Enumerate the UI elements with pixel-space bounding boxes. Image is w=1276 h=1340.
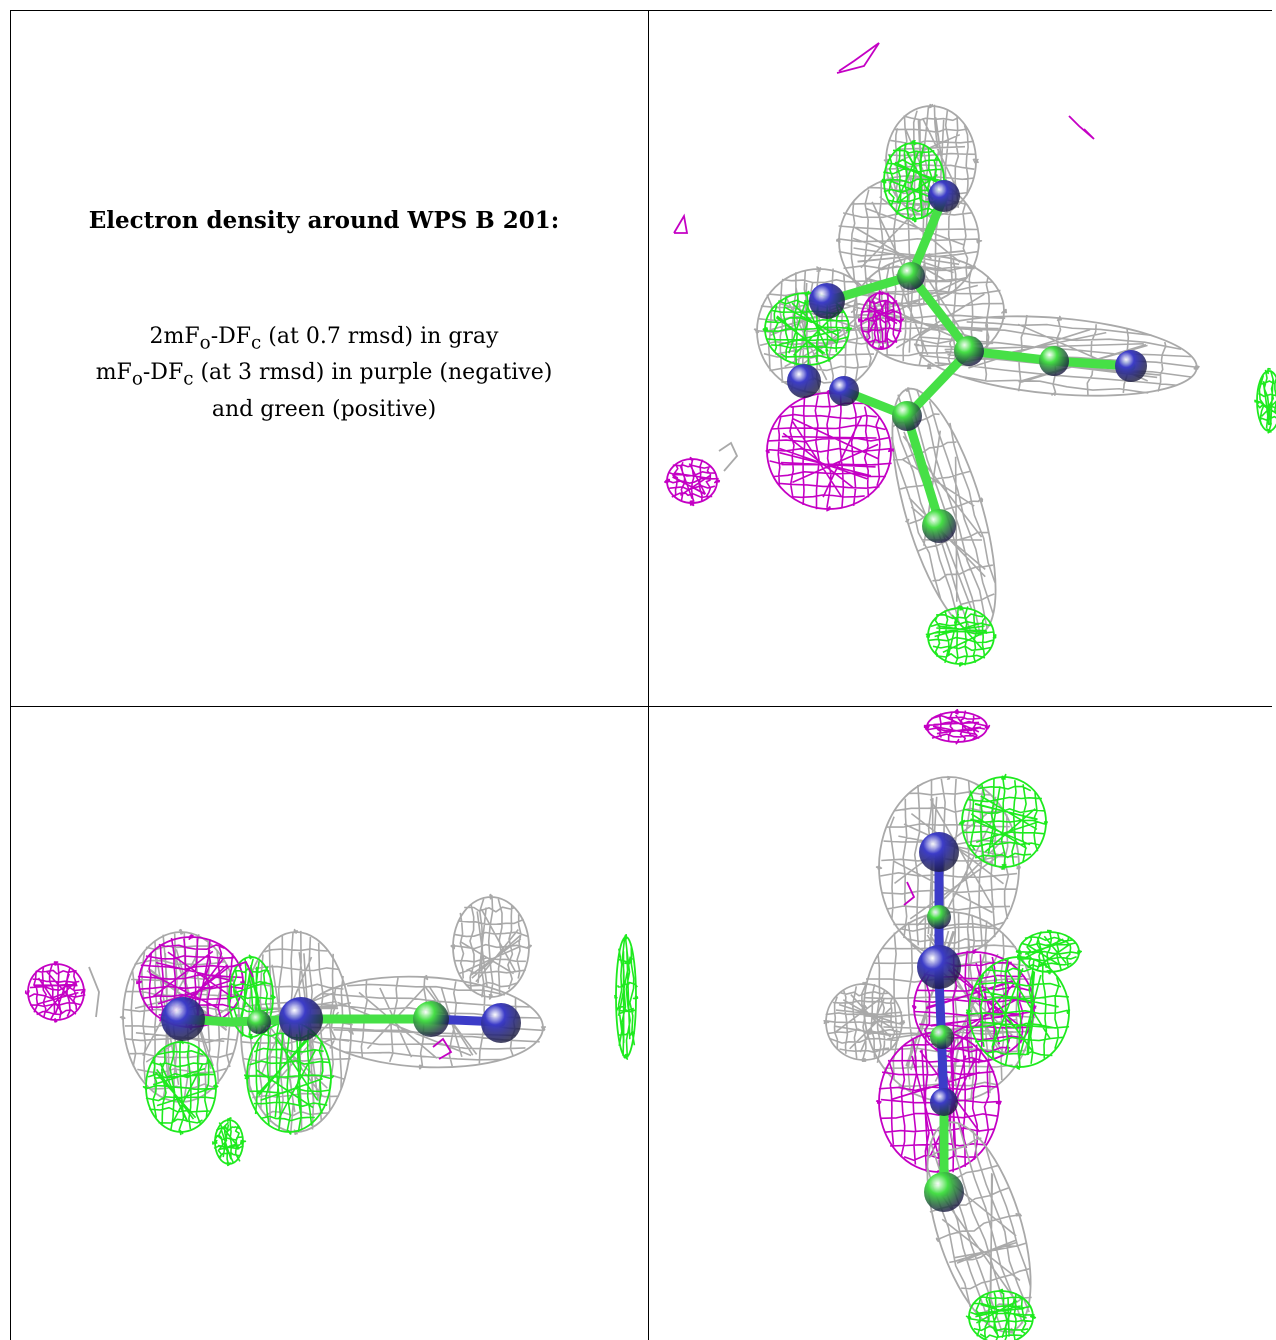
- neg-density-fragment: [1068, 115, 1095, 140]
- neg-density-fragment: [673, 213, 689, 234]
- view-top-right: [649, 11, 1276, 706]
- pos-density-mesh: [925, 605, 997, 667]
- carbon-atom: [413, 1001, 449, 1037]
- neg-density-fragment: [432, 1037, 453, 1060]
- map-2fofc-mesh: [861, 909, 1037, 1106]
- neg-density-fragment: [230, 960, 254, 978]
- caption-legend: 2mFo-DFc (at 0.7 rmsd) in gray mFo-DFc (…: [0, 322, 648, 425]
- nitrogen-atom: [919, 832, 959, 872]
- neg-density-fragment: [836, 42, 880, 74]
- caption-line-colors: and green (positive): [211, 396, 437, 422]
- view-bottom-left: [11, 707, 648, 1340]
- carbon-atom: [897, 262, 925, 290]
- table-border-top: [10, 10, 1272, 11]
- neg-density-mesh: [857, 290, 905, 351]
- pos-density-mesh: [958, 773, 1049, 870]
- carbon-atom: [927, 905, 951, 929]
- map-2fofc-fragment: [88, 966, 100, 1018]
- molecule-view-bottom-right: [823, 708, 1082, 1340]
- molecule-view-bottom-left: [24, 893, 639, 1167]
- pos-density-mesh: [142, 1039, 219, 1136]
- pos-density-mesh: [614, 934, 639, 1060]
- carbon-atom: [892, 401, 922, 431]
- neg-density-mesh: [664, 456, 721, 507]
- caption-line-fofc: mFo-DFc (at 3 rmsd) in purple (negative): [95, 360, 553, 390]
- nitrogen-atom: [829, 376, 859, 406]
- map-2fofc-mesh: [913, 314, 1200, 397]
- neg-density-fragment: [903, 881, 916, 906]
- nitrogen-atom: [809, 283, 845, 319]
- neg-density-mesh: [923, 708, 991, 745]
- pos-density-mesh: [965, 1288, 1037, 1340]
- neg-density-mesh: [765, 389, 895, 512]
- nitrogen-atom: [928, 180, 960, 212]
- bond: [906, 271, 974, 356]
- pos-density-mesh: [212, 1117, 247, 1167]
- nitrogen-atom: [161, 997, 205, 1041]
- map-2fofc-mesh: [450, 893, 532, 1000]
- caption-cell: Electron density around WPS B 201: 2mFo-…: [0, 0, 648, 706]
- carbon-atom: [924, 1172, 964, 1212]
- pos-density-mesh: [1015, 929, 1082, 975]
- pos-density-mesh: [1254, 367, 1276, 434]
- neg-density-mesh: [24, 961, 86, 1023]
- bond: [902, 411, 944, 526]
- carbon-atom: [954, 336, 984, 366]
- view-bottom-right: [649, 707, 1276, 1340]
- carbon-atom: [247, 1010, 271, 1034]
- carbon-atom: [930, 1025, 954, 1049]
- nitrogen-atom: [917, 945, 961, 989]
- pos-density-mesh: [226, 954, 276, 1040]
- table-border-middle-vertical: [648, 10, 649, 1340]
- caption-title: Electron density around WPS B 201:: [88, 207, 560, 234]
- nitrogen-atom: [481, 1003, 521, 1043]
- table-border-left: [10, 10, 11, 1340]
- map-2fofc-fragment: [718, 441, 739, 472]
- carbon-atom: [1039, 346, 1069, 376]
- map-2fofc-mesh: [823, 981, 906, 1062]
- carbon-atom: [922, 509, 956, 543]
- nitrogen-atom: [787, 364, 821, 398]
- caption-line-2fofc: 2mFo-DFc (at 0.7 rmsd) in gray: [149, 324, 499, 354]
- nitrogen-atom: [279, 997, 323, 1041]
- nitrogen-atom: [930, 1088, 958, 1116]
- table-border-middle-horizontal: [10, 706, 1272, 707]
- nitrogen-atom: [1115, 350, 1147, 382]
- molecule-view-top-right: [664, 42, 1276, 667]
